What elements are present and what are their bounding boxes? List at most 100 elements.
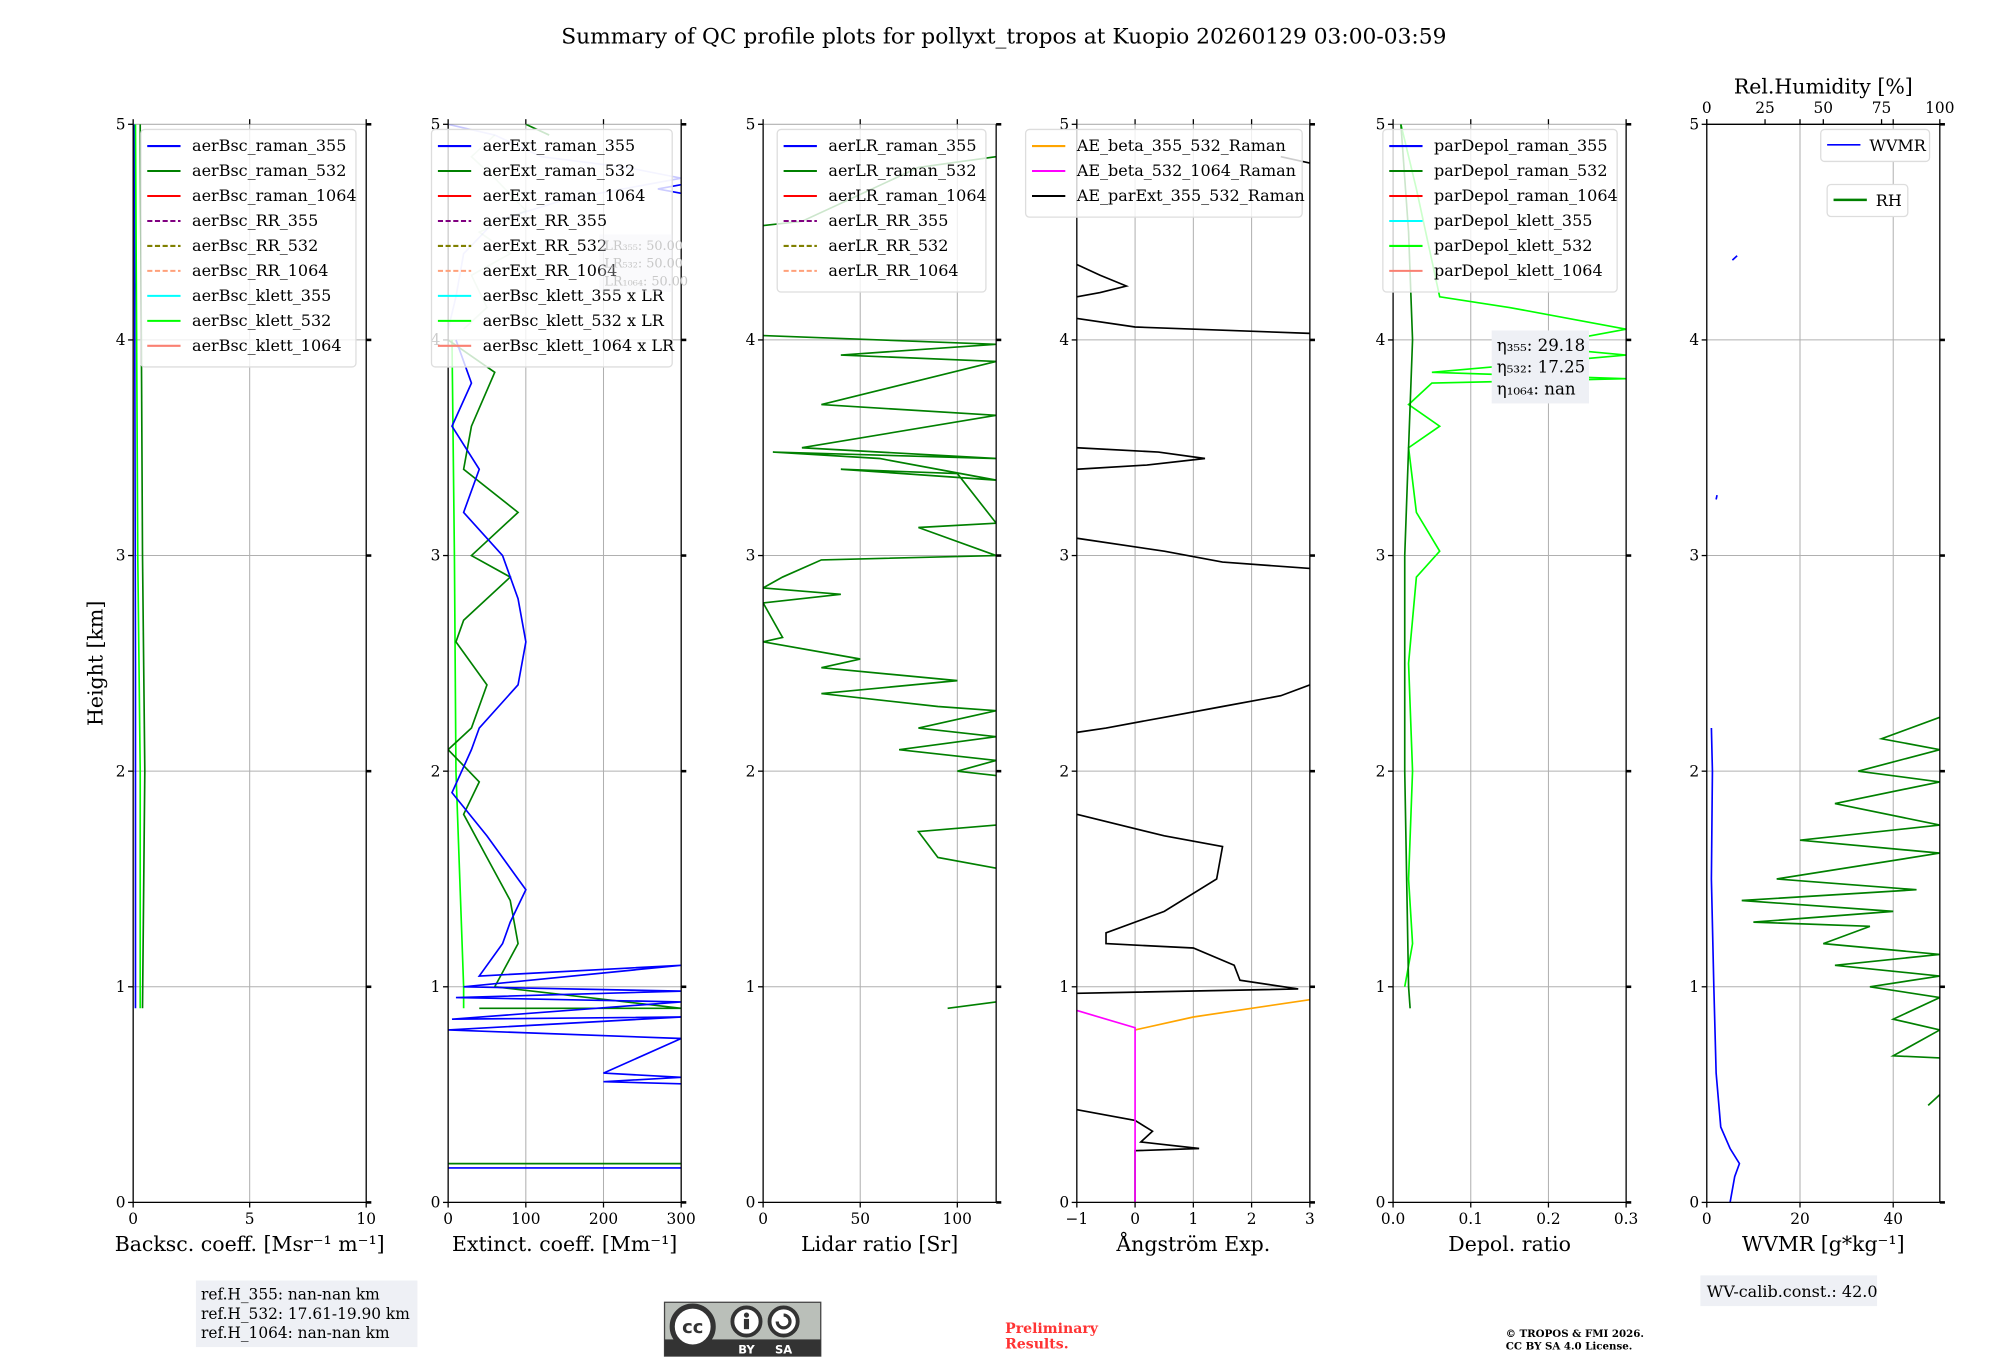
series-line-ae-beta-355-532-raman [1134, 998, 1310, 1031]
legend-entry: parDepol_raman_1064 [1434, 186, 1618, 205]
y-tick-label: 5 [1689, 115, 1699, 133]
legend-entry: aerLR_RR_355 [828, 211, 948, 230]
series-line-wvmr [1710, 727, 1741, 1203]
top-x-tick-label: 75 [1872, 99, 1892, 117]
cc-icon [669, 1303, 716, 1350]
legend-entry: aerLR_RR_1064 [828, 261, 958, 280]
y-tick-label: 5 [116, 115, 126, 133]
y-tick-label: 3 [746, 547, 756, 565]
series-line-aerbsc-klett-532 [134, 124, 142, 1009]
x-tick-label: 0.2 [1536, 1210, 1560, 1228]
x-tick-label: 0 [758, 1210, 768, 1228]
y-tick-label: 3 [431, 547, 441, 565]
legend-entry: aerExt_RR_532 [483, 236, 607, 255]
legend-entry: aerBsc_klett_355 x LR [483, 286, 665, 305]
series-line-ae-parext-355-532-raman [1076, 537, 1310, 570]
series-line-aerlr-raman-532 [763, 334, 997, 777]
annotation-line: η₃₅₅: 29.18 [1497, 336, 1585, 355]
legend-entry: aerExt_RR_1064 [483, 261, 618, 280]
y-tick-label: 3 [1059, 547, 1069, 565]
y-tick-label: 0 [1376, 1194, 1386, 1212]
y-tick-label: 1 [746, 978, 756, 996]
legend-entry: aerBsc_klett_355 [192, 286, 331, 305]
y-tick-label: 5 [1059, 115, 1069, 133]
x-tick-label: 0 [1130, 1210, 1140, 1228]
legend-entry: aerLR_RR_532 [828, 236, 948, 255]
legend-entry: AE_beta_532_1064_Raman [1076, 161, 1296, 180]
x-tick-label: 0 [443, 1210, 453, 1228]
share-alike-icon [767, 1305, 800, 1338]
series-group [1076, 155, 1310, 1203]
legend-entry: aerBsc_RR_1064 [192, 261, 328, 280]
series-line-ae-parext-355-532-raman [1076, 446, 1206, 471]
legend-entry: parDepol_klett_355 [1434, 211, 1592, 230]
series-line-aerlr-raman-532-mid [916, 824, 997, 870]
legend: aerExt_raman_355 aerExt_raman_532 aerExt_r… [430, 128, 675, 368]
legend-entry: RH [1876, 191, 1902, 210]
y-tick-label: 1 [1059, 978, 1069, 996]
legend-box [140, 128, 357, 368]
series-line-wvmr [1731, 255, 1738, 261]
legend-box [1024, 128, 1303, 218]
top-x-tick-label: 100 [1925, 99, 1954, 117]
y-tick-label: 5 [746, 115, 756, 133]
y-tick-label: 2 [431, 762, 441, 780]
x-axis-label: Lidar ratio [Sr] [801, 1232, 958, 1256]
legend-entry: aerBsc_raman_532 [192, 161, 346, 180]
legend-entry: aerExt_raman_355 [483, 136, 636, 155]
cc-by-sa-logo: cc BY SA [663, 1301, 822, 1357]
series-line-aerlr-raman-532-low [947, 1001, 997, 1010]
preliminary-label-line2: Results. [1005, 1336, 1069, 1352]
ref-height-532: ref.H_532: 17.61-19.90 km [201, 1305, 410, 1323]
reference-heights-box: ref.H_355: nan-nan km ref.H_532: 17.61-1… [195, 1280, 418, 1348]
legend-entry: aerBsc_RR_355 [192, 211, 318, 230]
legend-entry: aerBsc_klett_532 x LR [483, 311, 665, 330]
y-tick-label: 2 [1689, 762, 1699, 780]
x-axis-label: Backsc. coeff. [Msr⁻¹ m⁻¹] [115, 1232, 385, 1256]
y-tick-label: 4 [746, 331, 756, 349]
top-x-tick-label: 25 [1755, 99, 1775, 117]
legend: AE_beta_355_532_Raman AE_beta_532_1064_Ra… [1024, 128, 1305, 218]
panel-extinction: 0100200300012345Extinct. coeff. [Mm⁻¹]ae… [431, 115, 696, 1256]
svg-text:SA: SA [775, 1342, 792, 1356]
annotation-line: LR₁₀₆₄: 50.00 [604, 275, 688, 290]
annotation-box [599, 234, 673, 293]
x-tick-label: 0.1 [1459, 1210, 1483, 1228]
series-line-pardepol-klett-532 [1400, 124, 1627, 987]
legend-box [1382, 128, 1618, 293]
legend-entry: parDepol_klett_1064 [1434, 261, 1603, 280]
series-line-aerext-raman-355 [448, 339, 682, 1085]
legend-entry: aerBsc_klett_1064 [192, 336, 341, 355]
y-axis-label: Height [km] [83, 601, 107, 726]
panel-backscatter: 0 5 10 0 1 2 3 4 5 Backsc. coeff. [Msr⁻¹ m⁻¹] aerB… [115, 115, 385, 1256]
legend-entry: aerExt_raman_532 [483, 161, 636, 180]
y-tick-label: 1 [116, 978, 126, 996]
legend-entry: parDepol_raman_532 [1434, 161, 1607, 180]
x-tick-label: 20 [1790, 1210, 1810, 1228]
legend-entry: aerBsc_raman_355 [192, 136, 346, 155]
y-tick-label: 4 [1059, 331, 1069, 349]
legend-box [430, 128, 673, 368]
wv-calib-constant: WV-calib.const.: 42.0 [1707, 1282, 1878, 1301]
ref-height-355: ref.H_355: nan-nan km [201, 1286, 380, 1304]
series-line-ae-parext-355-532-raman [1076, 1108, 1200, 1203]
x-axis-label: Extinct. coeff. [Mm⁻¹] [452, 1232, 677, 1256]
panel-depol: 0.0 0.1 0.2 0.3 0 1 2 3 4 5 Depol. ratio parDepol_r… [1376, 115, 1639, 1256]
series-group [1710, 255, 1940, 1203]
series-line-aerbsc-klett-532-x-lr [451, 339, 465, 1009]
legend-entry: parDepol_raman_355 [1434, 136, 1607, 155]
x-tick-label: 10 [356, 1210, 376, 1228]
series-line-ae-parext-355-532-raman [1076, 813, 1299, 995]
legend-box [776, 128, 987, 293]
legend-entry: aerExt_raman_1064 [483, 186, 646, 205]
series-line-wvmr [1715, 494, 1718, 500]
x-tick-label: 200 [589, 1210, 618, 1228]
y-tick-label: 0 [1689, 1194, 1699, 1212]
legend: parDepol_raman_355 parDepol_raman_532 parD… [1382, 128, 1618, 293]
y-tick-label: 3 [1376, 547, 1386, 565]
x-tick-label: −1 [1065, 1210, 1088, 1228]
panel-lidar-ratio: 0 50 100 0 1 2 3 4 5 Lidar ratio [Sr] aerLR_raman_… [746, 115, 1002, 1256]
legend-entry: WVMR [1869, 136, 1926, 155]
